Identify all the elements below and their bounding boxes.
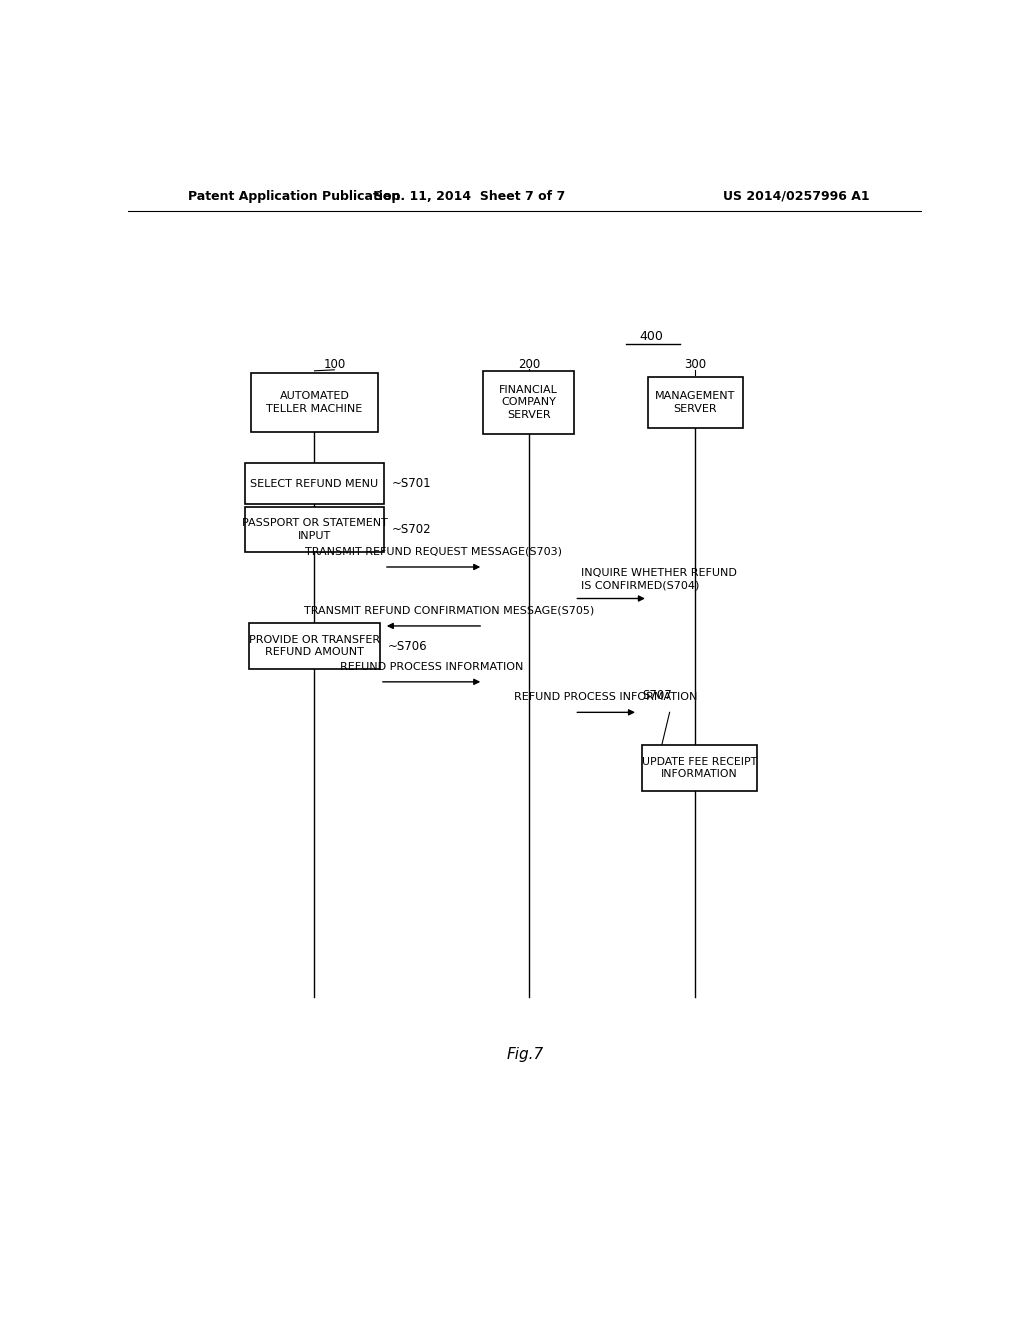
FancyBboxPatch shape: [245, 507, 384, 552]
Text: INQUIRE WHETHER REFUND
IS CONFIRMED(S704): INQUIRE WHETHER REFUND IS CONFIRMED(S704…: [581, 569, 736, 590]
Text: TRANSMIT REFUND CONFIRMATION MESSAGE(S705): TRANSMIT REFUND CONFIRMATION MESSAGE(S70…: [304, 606, 595, 615]
Text: ~S702: ~S702: [392, 523, 431, 536]
Text: US 2014/0257996 A1: US 2014/0257996 A1: [723, 190, 870, 202]
Text: ~S706: ~S706: [388, 640, 428, 653]
Text: 100: 100: [324, 358, 345, 371]
Text: ~S701: ~S701: [392, 477, 431, 490]
FancyBboxPatch shape: [648, 378, 743, 428]
Text: MANAGEMENT
SERVER: MANAGEMENT SERVER: [655, 391, 735, 413]
Text: S707: S707: [642, 689, 672, 702]
Text: FINANCIAL
COMPANY
SERVER: FINANCIAL COMPANY SERVER: [500, 385, 558, 420]
Text: PASSPORT OR STATEMENT
INPUT: PASSPORT OR STATEMENT INPUT: [242, 519, 387, 541]
Text: 200: 200: [518, 358, 540, 371]
Text: Patent Application Publication: Patent Application Publication: [187, 190, 400, 202]
Text: UPDATE FEE RECEIPT
INFORMATION: UPDATE FEE RECEIPT INFORMATION: [642, 758, 757, 779]
Text: 300: 300: [684, 358, 707, 371]
Text: Fig.7: Fig.7: [506, 1047, 544, 1063]
Text: AUTOMATED
TELLER MACHINE: AUTOMATED TELLER MACHINE: [266, 391, 362, 413]
Text: REFUND PROCESS INFORMATION: REFUND PROCESS INFORMATION: [340, 661, 523, 672]
Text: REFUND PROCESS INFORMATION: REFUND PROCESS INFORMATION: [514, 692, 697, 702]
FancyBboxPatch shape: [249, 623, 380, 669]
Text: SELECT REFUND MENU: SELECT REFUND MENU: [251, 479, 379, 488]
Text: TRANSMIT REFUND REQUEST MESSAGE(S703): TRANSMIT REFUND REQUEST MESSAGE(S703): [305, 546, 562, 557]
FancyBboxPatch shape: [642, 746, 757, 791]
Text: Sep. 11, 2014  Sheet 7 of 7: Sep. 11, 2014 Sheet 7 of 7: [374, 190, 565, 202]
FancyBboxPatch shape: [251, 372, 378, 432]
FancyBboxPatch shape: [245, 463, 384, 504]
Text: PROVIDE OR TRANSFER
REFUND AMOUNT: PROVIDE OR TRANSFER REFUND AMOUNT: [249, 635, 380, 657]
Text: 400: 400: [640, 330, 664, 343]
FancyBboxPatch shape: [483, 371, 574, 434]
